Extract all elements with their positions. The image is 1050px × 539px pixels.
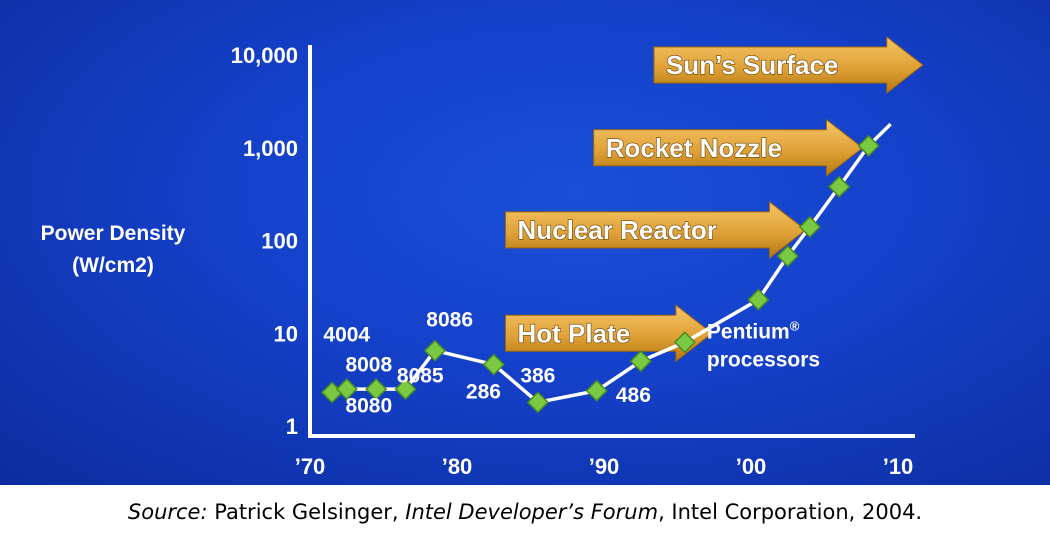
source-author: Patrick Gelsinger, [207, 500, 406, 524]
processor-label: 4004 [323, 323, 370, 346]
x-tick-label: ’80 [442, 454, 473, 479]
data-point-marker [673, 331, 696, 354]
data-point-marker [365, 378, 388, 401]
annotation-label: Nuclear Reactor [518, 215, 717, 245]
x-tick-label: ’90 [589, 454, 620, 479]
power-density-chart: 1 10 100 1,000 10,000 ’70 ’80 ’90 ’00 ’10 Hot Plat… [231, 35, 924, 479]
data-point-marker [482, 353, 505, 376]
y-axis-title: Power Density (W/cm2) [18, 218, 208, 282]
y-axis-title-line1: Power Density [40, 222, 186, 245]
data-point-marker [526, 391, 549, 414]
source-rest: , Intel Corporation, 2004. [658, 500, 923, 524]
data-point-marker [335, 378, 358, 401]
y-tick-label: 10 [274, 321, 298, 346]
annotation-arrow [593, 118, 864, 177]
data-point-marker [747, 288, 770, 311]
y-tick-label: 10,000 [231, 43, 298, 68]
source-label: Source: [127, 500, 208, 524]
data-point-marker [828, 175, 851, 198]
data-point-marker [394, 378, 417, 401]
x-tick-label: ’70 [295, 454, 326, 479]
processor-label: 486 [616, 384, 651, 407]
annotation-label: Hot Plate [518, 318, 631, 348]
source-caption: Source: Patrick Gelsinger, Intel Develop… [0, 485, 1050, 539]
y-tick-label: 1 [286, 414, 298, 439]
processor-label: 8086 [426, 308, 473, 331]
source-publication: Intel Developer’s Forum [405, 500, 659, 524]
annotation-label: Sun’s Surface [666, 50, 838, 80]
data-point-marker [798, 215, 821, 239]
processor-label: 8080 [345, 395, 392, 418]
x-tick-label: ’10 [883, 454, 914, 479]
trend-line [331, 122, 892, 405]
data-point-marker [629, 350, 652, 373]
annotation-arrow [505, 304, 713, 363]
processor-label: 386 [520, 364, 555, 387]
annotation-arrow [505, 200, 807, 259]
y-axis-title-line2: (W/cm2) [72, 254, 154, 277]
data-point-marker [776, 244, 799, 268]
data-point-marker [857, 134, 880, 157]
annotation-arrow [653, 35, 924, 95]
processor-label: 8008 [345, 354, 392, 377]
annotation-label: Rocket Nozzle [606, 133, 782, 163]
processor-label: 8085 [397, 364, 444, 387]
y-tick-label: 100 [261, 229, 298, 254]
data-point-marker [585, 379, 608, 402]
pentium-label: Pentium® [707, 319, 800, 344]
y-tick-label: 1,000 [243, 136, 298, 161]
processor-label: 286 [466, 381, 501, 404]
data-point-marker [423, 339, 447, 362]
x-tick-label: ’00 [736, 454, 767, 479]
processors-label: processors [707, 349, 820, 372]
chart-slide: Power Density (W/cm2) 1 10 100 1,000 10,000 ’… [0, 0, 1050, 485]
